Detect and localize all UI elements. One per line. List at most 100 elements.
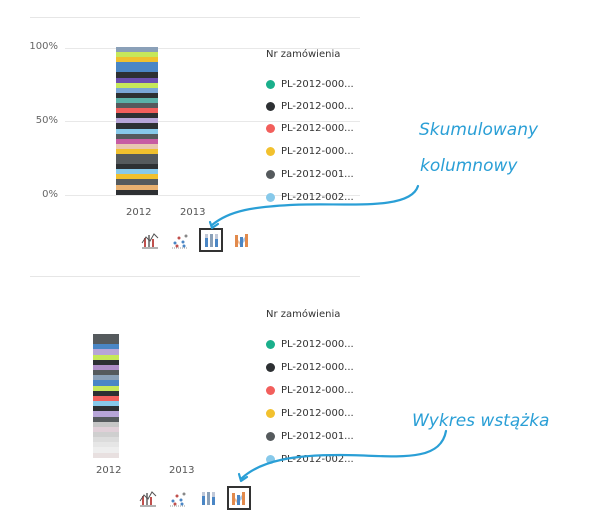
stack-segment[interactable]: [116, 52, 158, 58]
legend-label: PL-2012-001...: [281, 431, 354, 442]
legend-dot: [266, 170, 275, 179]
legend-label: PL-2012-000...: [281, 146, 354, 157]
stack-segment[interactable]: [93, 354, 119, 360]
stack-segment[interactable]: [93, 334, 119, 340]
stack-segment[interactable]: [93, 349, 119, 355]
stack-segment[interactable]: [93, 401, 119, 407]
legend-item[interactable]: PL-2012-000...: [266, 123, 354, 134]
gridline-0: [65, 195, 360, 196]
stack-segment[interactable]: [116, 97, 158, 104]
callout-arrow: [208, 184, 420, 230]
stack-segment[interactable]: [116, 103, 158, 109]
stack-segment[interactable]: [93, 395, 119, 402]
stack-segment[interactable]: [116, 164, 158, 170]
stack-segment[interactable]: [116, 118, 158, 124]
stack-segment[interactable]: [116, 138, 158, 144]
legend-label: PL-2012-000...: [281, 385, 354, 396]
gridline-50: [65, 121, 360, 122]
legend-item[interactable]: PL-2012-000...: [266, 385, 354, 396]
stack-segment[interactable]: [116, 62, 158, 68]
legend-dot: [266, 455, 275, 464]
legend-item[interactable]: PL-2012-002...: [266, 192, 354, 203]
legend-title: Nr zamówienia: [266, 49, 341, 60]
legend-item[interactable]: PL-2012-000...: [266, 339, 354, 350]
legend-item[interactable]: PL-2012-000...: [266, 79, 354, 90]
stack-segment[interactable]: [116, 92, 158, 98]
stack-segment[interactable]: [93, 375, 119, 381]
stacked-column-panel: 100% 50% 0% 2012 2013 Nr zamówienia PL-2…: [29, 17, 538, 277]
stack-segment[interactable]: [93, 359, 119, 365]
legend-item[interactable]: PL-2012-000...: [266, 408, 354, 419]
stack-segment[interactable]: [93, 364, 119, 371]
legend-dot: [266, 193, 275, 202]
legend-label: PL-2012-000...: [281, 362, 354, 373]
legend-dot: [266, 409, 275, 418]
stack-segment[interactable]: [93, 411, 119, 417]
legend-dot: [266, 363, 275, 372]
ribbon-chart-icon[interactable]: [227, 486, 251, 510]
line-column-icon[interactable]: [139, 489, 157, 507]
stack-segment[interactable]: [93, 344, 119, 350]
stack-segment[interactable]: [116, 47, 158, 53]
stack-segment[interactable]: [93, 380, 119, 386]
stack-segment[interactable]: [116, 113, 158, 119]
stack-segment[interactable]: [93, 431, 119, 438]
x-tick-2012: 2012: [126, 207, 152, 218]
stack-segment[interactable]: [93, 426, 119, 432]
stack-segment[interactable]: [93, 416, 119, 422]
legend-label: PL-2012-002...: [281, 454, 354, 465]
legend-dot: [266, 124, 275, 133]
stack-segment[interactable]: [93, 452, 119, 458]
legend-label: PL-2012-000...: [281, 123, 354, 134]
y-tick-0: 0%: [42, 189, 58, 200]
stacked-column-2012[interactable]: [116, 47, 158, 195]
legend-item[interactable]: PL-2012-002...: [266, 454, 354, 465]
legend-item[interactable]: PL-2012-000...: [266, 101, 354, 112]
stack-segment[interactable]: [116, 148, 158, 154]
stack-segment[interactable]: [116, 72, 158, 78]
stack-segment[interactable]: [93, 339, 119, 345]
stack-segment[interactable]: [93, 421, 119, 427]
legend-item[interactable]: PL-2012-001...: [266, 431, 354, 442]
stack-segment[interactable]: [116, 174, 158, 180]
stack-segment[interactable]: [116, 143, 158, 149]
stack-segment[interactable]: [116, 153, 158, 160]
scatter-icon[interactable]: [171, 231, 189, 249]
legend-label: PL-2012-000...: [281, 339, 354, 350]
stack-segment[interactable]: [93, 442, 119, 448]
ribbon-chart-icon[interactable]: [233, 231, 251, 249]
legend-item[interactable]: PL-2012-001...: [266, 169, 354, 180]
stack-segment[interactable]: [116, 87, 158, 93]
panel-divider: [30, 276, 360, 277]
stack-segment[interactable]: [116, 159, 158, 165]
stack-segment[interactable]: [93, 447, 119, 453]
top-divider: [30, 17, 360, 18]
legend-dot: [266, 432, 275, 441]
scatter-icon[interactable]: [169, 489, 187, 507]
stack-segment[interactable]: [93, 406, 119, 412]
stack-segment[interactable]: [116, 57, 158, 63]
legend-dot: [266, 147, 275, 156]
legend-item[interactable]: PL-2012-000...: [266, 362, 354, 373]
stack-segment[interactable]: [116, 82, 158, 88]
stacked-column-icon[interactable]: [199, 228, 223, 252]
stack-segment[interactable]: [116, 123, 158, 129]
stack-segment[interactable]: [116, 189, 158, 195]
stack-segment[interactable]: [116, 169, 158, 175]
stack-segment[interactable]: [93, 390, 119, 396]
gridline-100: [65, 48, 360, 49]
line-column-icon[interactable]: [141, 231, 159, 249]
stack-segment[interactable]: [116, 184, 158, 190]
stack-segment[interactable]: [116, 67, 158, 73]
stack-segment[interactable]: [116, 77, 158, 83]
legend-item[interactable]: PL-2012-000...: [266, 146, 354, 157]
stack-segment[interactable]: [116, 133, 158, 139]
stack-segment[interactable]: [93, 437, 119, 443]
stack-segment[interactable]: [93, 370, 119, 376]
stack-segment[interactable]: [116, 128, 158, 134]
stacked-column-icon[interactable]: [199, 489, 217, 507]
stack-segment[interactable]: [116, 179, 158, 185]
ribbon-column-2012[interactable]: [93, 334, 119, 458]
stack-segment[interactable]: [93, 385, 119, 391]
stack-segment[interactable]: [116, 108, 158, 114]
